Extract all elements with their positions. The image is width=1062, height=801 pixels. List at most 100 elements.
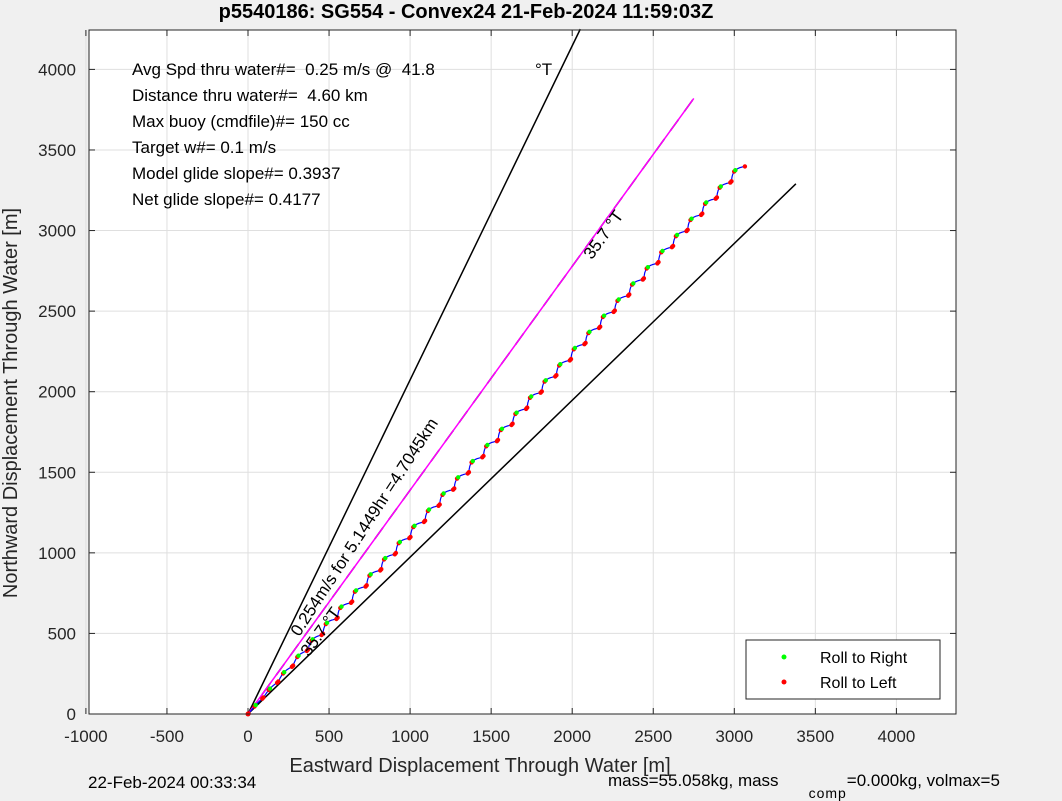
roll-left-point [685,227,690,232]
roll-left-point [408,534,413,540]
roll-right-point [529,394,534,399]
roll-left-point [422,518,428,523]
roll-right-point [368,572,373,577]
roll-left-point [656,259,661,265]
roll-right-point [267,686,273,691]
roll-right-point [412,523,417,528]
roll-right-point [470,458,475,464]
roll-right-point [456,475,461,480]
legend-label-roll-right: Roll to Right [820,650,908,667]
footer-mass-sub: comp [808,785,847,801]
roll-right-point [514,410,519,415]
roll-left-point [510,421,515,426]
chart-title: p5540186: SG554 - Convex24 21-Feb-2024 1… [219,1,714,23]
x-tick-label: 3500 [796,727,834,746]
x-ticks: -1000 -500 0 500 1000 1500 2000 2500 3000 3500 400… [64,30,915,746]
roll-right-point [645,265,651,270]
y-tick-label: 500 [48,624,76,643]
roll-right-point [718,184,723,189]
y-axis-label: Northward Displacement Through Water [m] [0,208,22,598]
roll-left-point [700,211,705,216]
y-tick-label: 1000 [38,544,76,563]
annotation-model-glide: Model glide slope#= 0.3937 [132,164,340,183]
x-tick-label: -1000 [64,727,107,746]
roll-left-point [335,615,340,620]
roll-right-point [704,200,709,205]
annotation-degree: °T [535,60,552,79]
roll-right-point [660,248,665,254]
roll-left-point [393,550,399,556]
y-tick-label: 3500 [38,141,76,160]
bound-line-upper [247,28,581,715]
y-tick-label: 3000 [38,222,76,241]
footer-mass-a: mass=55.058kg, mass [608,771,779,790]
roll-right-point [353,588,359,593]
roll-right-point [324,620,330,625]
y-tick-label: 2000 [38,383,76,402]
roll-right-point [543,378,548,383]
annotation-net-glide: Net glide slope#= 0.4177 [132,190,321,209]
roll-left-point [364,583,369,588]
annotation-distance: Distance thru water#= 4.60 km [132,86,368,105]
y-ticks: 0 500 1000 1500 2000 2500 3000 3500 4000 [38,60,956,724]
roll-right-point [733,168,738,173]
roll-left-point [539,389,544,394]
y-tick-label: 4000 [38,60,76,79]
roll-left-point [612,308,617,313]
roll-right-point [383,555,388,561]
roll-left-point [481,453,486,459]
plot-area [89,30,956,714]
annotation-block: Avg Spd thru water#= 0.25 m/s @ 41.8 °T … [132,60,552,209]
glider-track [245,164,748,717]
roll-left-point [525,405,530,410]
roll-left-point [276,679,281,684]
roll-right-point [485,442,490,448]
footer-mass-b: =0.000kg, volmax=5 [846,771,1000,790]
annotation-target-w: Target w#= 0.1 m/s [132,138,276,157]
roll-left-point [729,179,734,184]
x-tick-label: 2000 [553,727,591,746]
roll-left-point [466,470,472,475]
roll-left-point [320,631,325,636]
roll-right-point [397,539,403,545]
roll-right-point [558,362,563,367]
roll-left-point [452,486,457,491]
roll-left-point [583,340,588,346]
roll-left-point [714,195,720,200]
y-tick-label: 0 [67,705,76,724]
roll-right-point [499,426,505,431]
x-tick-label: 3000 [715,727,753,746]
roll-left-point [495,437,501,443]
roll-left-point [261,695,266,700]
roll-left-point [641,276,647,281]
roll-right-point [601,313,607,318]
x-tick-label: 500 [315,727,343,746]
reference-lines [247,28,797,715]
roll-right-point [253,702,258,708]
roll-right-point [426,507,432,512]
legend-box [745,639,941,700]
x-tick-label: -500 [150,727,184,746]
roll-right-point [631,281,636,286]
roll-right-point [587,329,592,334]
plot-frame [88,29,957,715]
roll-left-point [305,647,311,652]
roll-right-point [689,216,694,221]
bound-line-lower [247,183,797,715]
annotation-avg-speed: Avg Spd thru water#= 0.25 m/s @ 41.8 [132,60,435,79]
y-tick-label: 1500 [38,463,76,482]
roll-right-point [339,604,344,609]
legend-marker-roll-left [781,679,787,685]
y-tick-label: 2500 [38,302,76,321]
roll-left-point [670,243,676,249]
roll-left-point [290,663,296,668]
x-axis-label: Eastward Displacement Through Water [m] [289,755,670,777]
footer-mass-info: mass=55.058kg, mass comp=0.000kg, volmax=… [608,771,1000,801]
roll-left-point [568,356,574,362]
roll-right-point [296,653,301,658]
x-tick-label: 1500 [472,727,510,746]
roll-left-point [554,373,559,378]
roll-left-point [627,292,632,297]
roll-right-point [310,637,315,642]
roll-right-point [282,670,287,675]
